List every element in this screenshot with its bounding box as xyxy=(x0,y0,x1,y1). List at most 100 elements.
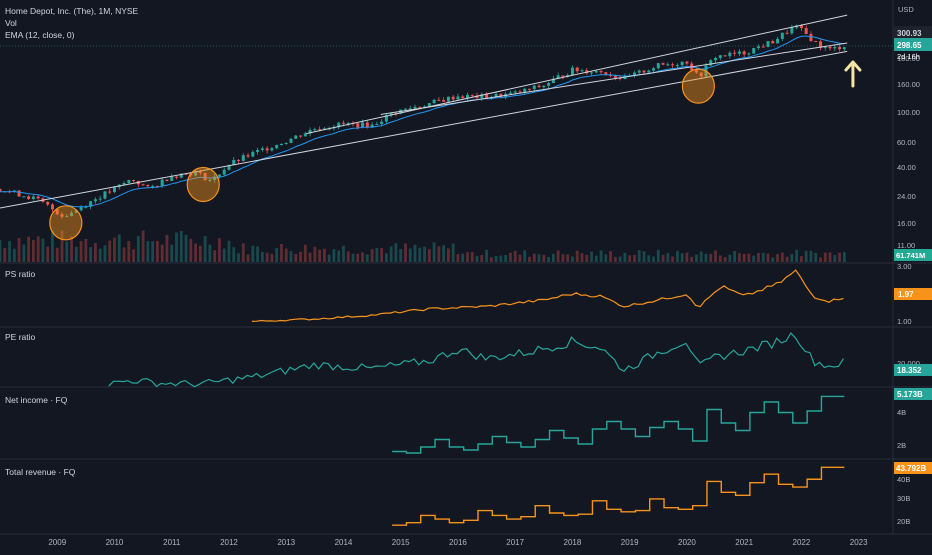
volume-bar xyxy=(241,243,245,262)
time-tick-label: 2019 xyxy=(621,538,639,547)
candle-body xyxy=(146,184,150,187)
net-income-title[interactable]: Net income · FQ xyxy=(5,395,68,405)
pe-ratio-pane xyxy=(108,331,844,388)
candle-body xyxy=(17,190,21,197)
volume-bar xyxy=(489,257,493,262)
volume-bar xyxy=(523,250,527,262)
rev-tick-label: 30B xyxy=(897,494,910,503)
volume-bar xyxy=(752,255,756,262)
candle-body xyxy=(246,155,250,157)
total-revenue-title[interactable]: Total revenue · FQ xyxy=(5,467,76,477)
price-tick-label: 24.00 xyxy=(897,192,916,201)
volume-bar xyxy=(122,247,126,262)
volume-bar xyxy=(609,251,612,262)
pe-last-value: 18.352 xyxy=(897,366,922,375)
volume-bar xyxy=(594,255,598,262)
volume-bar xyxy=(699,251,703,262)
vol-label[interactable]: Vol xyxy=(5,18,17,28)
candle-body xyxy=(322,128,326,130)
candle-body xyxy=(823,46,827,48)
volume-bar xyxy=(675,250,679,262)
candle-body xyxy=(604,72,608,76)
candle-body xyxy=(580,70,584,72)
volume-bar xyxy=(456,254,460,262)
ema-label[interactable]: EMA (12, close, 0) xyxy=(5,30,75,40)
volume-bar xyxy=(776,253,779,262)
candle-body xyxy=(451,96,455,100)
volume-bar xyxy=(294,253,298,262)
candle-body xyxy=(618,77,622,80)
main-legend: Home Depot, Inc. (The), 1M, NYSE Vol EMA… xyxy=(5,5,138,41)
price-tick-label: 60.00 xyxy=(897,138,916,147)
candle-body xyxy=(370,124,374,128)
candle-body xyxy=(384,115,388,122)
volume-bar xyxy=(70,236,73,262)
volume-bar xyxy=(346,251,350,262)
candle-body xyxy=(747,53,751,55)
volume-bar xyxy=(260,251,264,262)
volume-bar xyxy=(189,238,193,262)
up-arrow-icon xyxy=(844,60,862,88)
candle-body xyxy=(375,124,379,126)
candle-body xyxy=(790,27,794,34)
candle-body xyxy=(22,196,26,198)
candle-body xyxy=(256,149,260,152)
candle-body xyxy=(499,93,503,98)
volume-bar xyxy=(418,247,422,262)
candle-body xyxy=(756,46,760,49)
candle-body xyxy=(461,96,465,98)
candle-body xyxy=(528,88,532,90)
volume-bar xyxy=(194,243,197,262)
candle-body xyxy=(437,99,441,101)
volume-bar xyxy=(742,253,746,262)
candle-body xyxy=(833,46,837,49)
candle-body xyxy=(632,72,636,76)
volume-bar xyxy=(8,241,11,262)
candle-body xyxy=(60,214,64,217)
candle-body xyxy=(74,210,78,213)
net-income-line xyxy=(392,395,845,454)
volume-bar xyxy=(213,250,217,262)
volume-bar xyxy=(251,245,255,262)
candle-body xyxy=(55,209,59,215)
price-tick-label: 100.00 xyxy=(897,108,920,117)
candle-body xyxy=(389,113,393,116)
volume-bar xyxy=(480,254,484,262)
price-tick-label: 160.00 xyxy=(897,80,920,89)
symbol-title[interactable]: Home Depot, Inc. (The), 1M, NYSE xyxy=(5,6,139,16)
volume-bar xyxy=(728,254,732,262)
candle-body xyxy=(170,176,174,181)
volume-bar xyxy=(714,250,717,262)
volume-bar xyxy=(761,252,765,262)
time-tick-label: 2016 xyxy=(449,538,467,547)
ni-tag-bg xyxy=(894,388,932,400)
price-tag: 300.93 xyxy=(897,29,922,38)
pe-ratio-title[interactable]: PE ratio xyxy=(5,332,36,342)
ps-ratio-title[interactable]: PS ratio xyxy=(5,269,36,279)
volume-bar xyxy=(327,254,331,262)
candle-body xyxy=(108,191,112,193)
trend-channel-line xyxy=(380,42,848,115)
candle-body xyxy=(270,148,274,151)
candle-body xyxy=(675,65,679,67)
candle-body xyxy=(594,71,598,73)
candle-body xyxy=(241,155,245,161)
volume-bar xyxy=(27,236,31,262)
volume-bar xyxy=(504,255,508,262)
volume-bar xyxy=(542,254,546,262)
last-price-tag: 298.65 xyxy=(897,41,922,50)
net-income-pane xyxy=(392,395,845,454)
candle-body xyxy=(723,55,727,57)
volume-bar xyxy=(375,247,379,262)
candle-body xyxy=(194,171,198,176)
candle-body xyxy=(427,103,431,107)
candle-body xyxy=(308,129,312,134)
volume-bar xyxy=(146,241,150,262)
candle-body xyxy=(127,180,131,184)
volume-bar xyxy=(509,252,512,262)
volume-bar xyxy=(308,252,312,262)
candle-body xyxy=(771,41,775,44)
volume-bar xyxy=(532,253,536,262)
